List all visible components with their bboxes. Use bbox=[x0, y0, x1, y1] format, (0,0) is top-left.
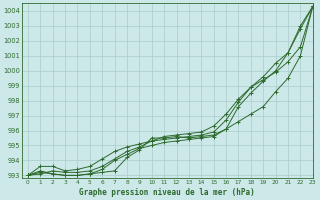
X-axis label: Graphe pression niveau de la mer (hPa): Graphe pression niveau de la mer (hPa) bbox=[79, 188, 255, 197]
